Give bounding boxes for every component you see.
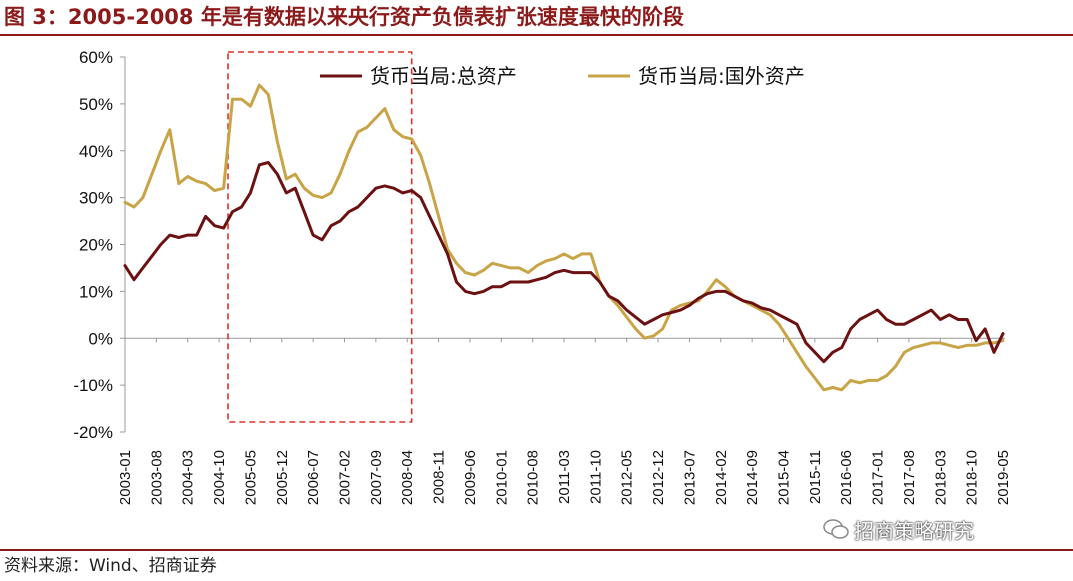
x-tick-label: 2004-03 [180, 450, 197, 505]
x-tick-label: 2013-07 [681, 450, 698, 505]
y-tick-label: 10% [79, 282, 113, 301]
x-tick-label: 2005-12 [274, 450, 291, 505]
x-tick-label: 2007-09 [368, 450, 385, 505]
legend-item-total-assets: 货币当局:总资产 [370, 64, 517, 88]
highlight-region [227, 51, 413, 423]
chart-axes [120, 56, 1005, 433]
x-tick-label: 2007-02 [337, 450, 354, 505]
x-tick-label: 2016-06 [838, 450, 855, 505]
legend-item-foreign-assets: 货币当局:国外资产 [638, 64, 805, 88]
figure-title: 图 3：2005-2008 年是有数据以来央行资产负债表扩张速度最快的阶段 [4, 5, 684, 29]
y-tick-label: 30% [79, 189, 113, 208]
y-tick-label: 50% [79, 95, 113, 114]
y-tick-label: 40% [79, 142, 113, 161]
series-line-foreign-assets [123, 83, 1005, 392]
x-tick-label: 2017-01 [870, 450, 887, 505]
x-tick-label: 2010-08 [525, 450, 542, 505]
y-tick-label: -10% [73, 376, 113, 395]
highlight-box [227, 51, 413, 423]
x-tick-label: 2008-11 [431, 450, 448, 504]
wechat-logo-icon [822, 518, 850, 548]
x-tick-label: 2012-05 [619, 450, 636, 505]
line-chart: 60% 50% 40% 30% 20% 10% 0% -10% -20%2003-01 2003-… [73, 48, 1012, 505]
source-note: 资料来源：Wind、招商证券 [4, 556, 217, 576]
x-tick-label: 2011-10 [587, 450, 604, 504]
x-tick-label: 2005-05 [242, 450, 259, 505]
chart-tick-labels: 60% 50% 40% 30% 20% 10% 0% -10% -20%2003-01 2003-… [73, 48, 1012, 505]
footer-rule [0, 549, 1073, 551]
title-rule [0, 34, 1073, 36]
watermark-text: 招商策略研究 [854, 519, 974, 543]
x-tick-label: 2014-09 [744, 450, 761, 505]
y-tick-label: -20% [73, 423, 113, 442]
x-tick-label: 2003-01 [117, 450, 134, 505]
watermark: 招商策略研究 [822, 516, 974, 546]
x-tick-label: 2009-06 [462, 450, 479, 505]
chart-series [123, 83, 1005, 392]
x-tick-label: 2003-08 [148, 450, 165, 505]
x-tick-label: 2015-04 [776, 450, 793, 505]
x-tick-label: 2012-12 [650, 450, 667, 505]
series-line-total-assets [123, 161, 1005, 364]
y-tick-label: 20% [79, 236, 113, 255]
x-tick-label: 2004-10 [211, 450, 228, 505]
x-tick-label: 2019-05 [995, 450, 1012, 505]
x-tick-label: 2008-04 [399, 450, 416, 505]
x-tick-label: 2010-01 [493, 450, 510, 505]
y-tick-label: 0% [88, 329, 113, 348]
x-tick-label: 2018-10 [964, 450, 981, 505]
y-tick-label: 60% [79, 48, 113, 67]
x-tick-label: 2015-11 [807, 450, 824, 504]
x-tick-label: 2006-07 [305, 450, 322, 505]
x-tick-label: 2014-02 [713, 450, 730, 505]
x-tick-label: 2011-03 [556, 450, 573, 504]
chart-legend: 货币当局:总资产 货币当局:国外资产 [320, 64, 805, 88]
x-tick-label: 2017-08 [901, 450, 918, 505]
x-tick-label: 2018-03 [932, 450, 949, 505]
